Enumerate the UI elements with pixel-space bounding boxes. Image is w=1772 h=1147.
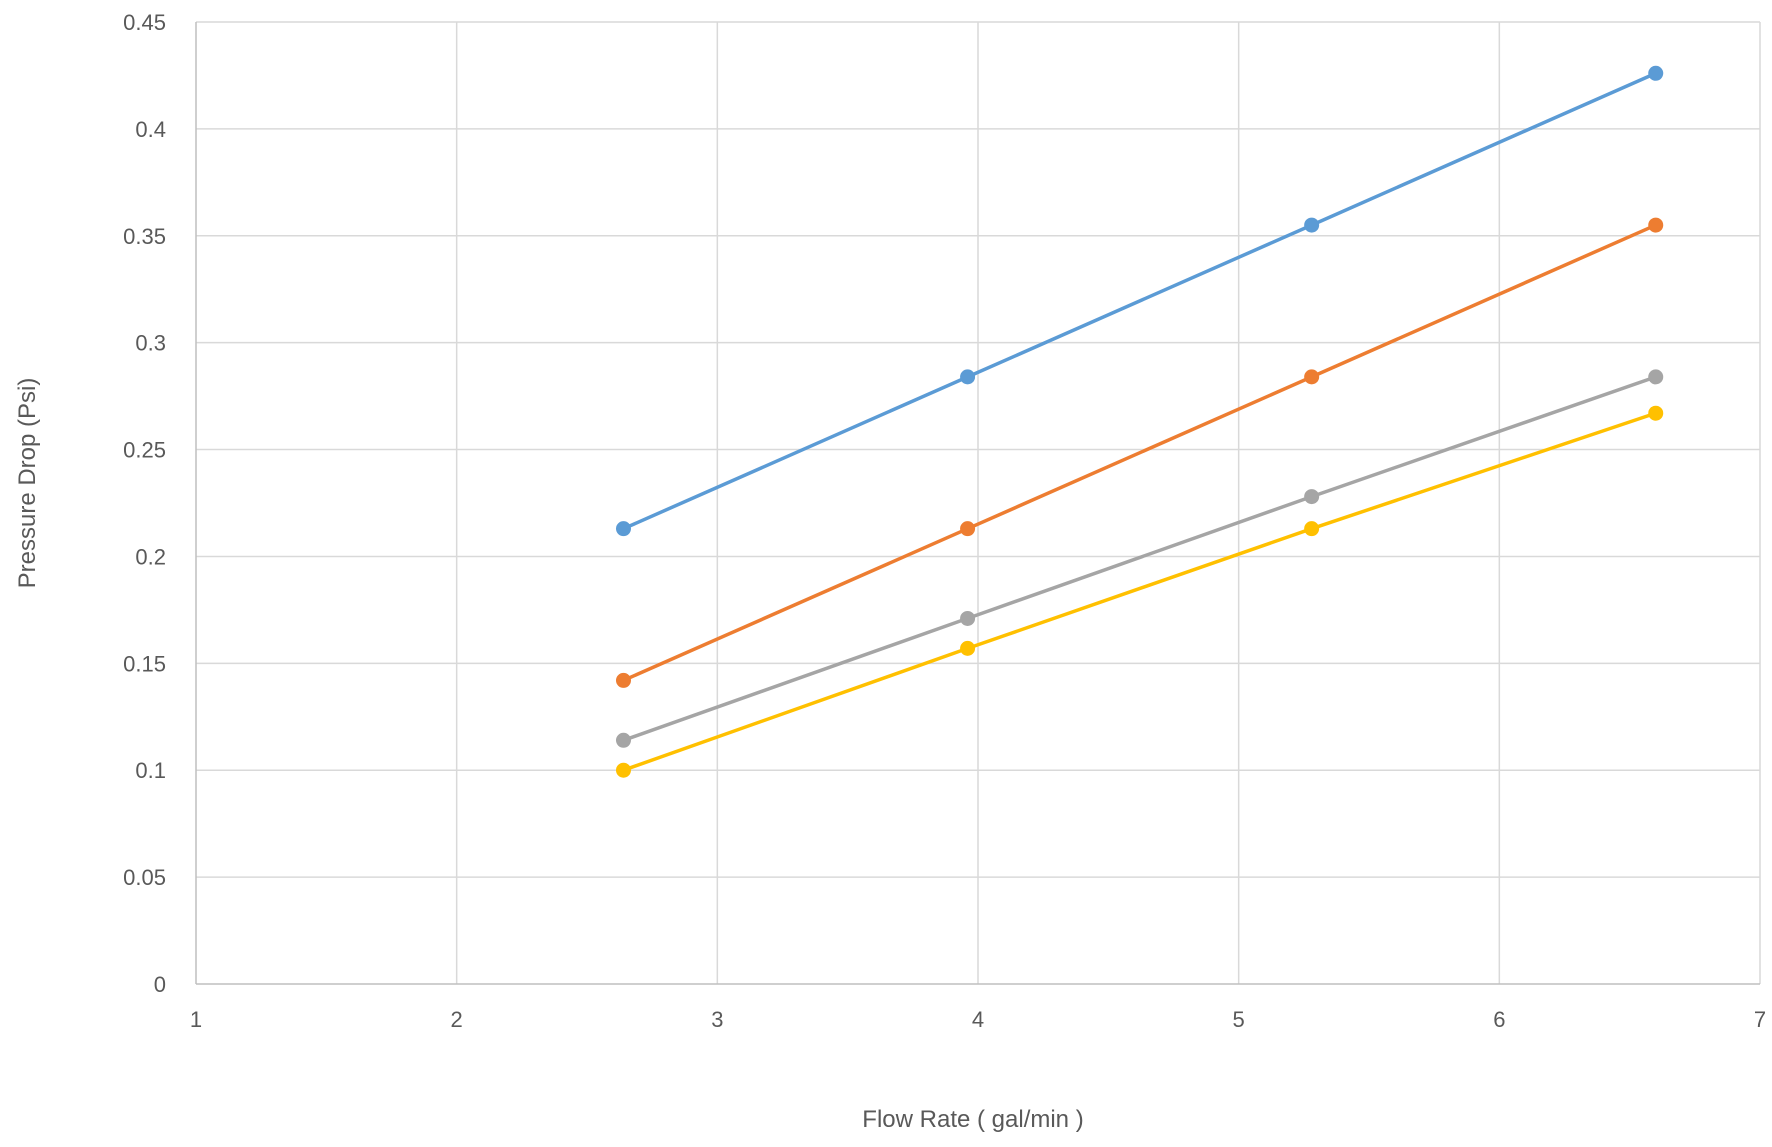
series-3 bbox=[615, 369, 1664, 748]
series-4 bbox=[615, 405, 1664, 778]
axes bbox=[195, 22, 1760, 985]
data-point[interactable] bbox=[1304, 521, 1320, 537]
gridlines bbox=[196, 21, 1761, 984]
data-point[interactable] bbox=[1648, 65, 1664, 81]
y-tick-label: 0.4 bbox=[135, 117, 166, 142]
x-tick-label: 7 bbox=[1754, 1007, 1766, 1032]
series-group bbox=[615, 65, 1664, 778]
data-point[interactable] bbox=[960, 521, 976, 537]
data-point[interactable] bbox=[960, 640, 976, 656]
data-point[interactable] bbox=[1304, 489, 1320, 505]
series-1 bbox=[615, 65, 1664, 537]
y-tick-label: 0.2 bbox=[135, 544, 166, 569]
data-point[interactable] bbox=[615, 521, 631, 537]
x-tick-label: 5 bbox=[1233, 1007, 1245, 1032]
x-tick-label: 1 bbox=[190, 1007, 202, 1032]
x-tick-label: 3 bbox=[711, 1007, 723, 1032]
y-tick-label: 0.45 bbox=[123, 10, 166, 35]
y-tick-label: 0.1 bbox=[135, 758, 166, 783]
data-point[interactable] bbox=[960, 369, 976, 385]
data-point[interactable] bbox=[1648, 217, 1664, 233]
data-point[interactable] bbox=[1648, 405, 1664, 421]
data-point[interactable] bbox=[1304, 369, 1320, 385]
data-point[interactable] bbox=[615, 762, 631, 778]
x-tick-label: 6 bbox=[1493, 1007, 1505, 1032]
series-line bbox=[621, 375, 1658, 743]
x-tick-label: 4 bbox=[972, 1007, 984, 1032]
y-tick-label: 0.25 bbox=[123, 438, 166, 463]
y-tick-label: 0.05 bbox=[123, 865, 166, 890]
y-tick-label: 0.3 bbox=[135, 331, 166, 356]
series-line bbox=[621, 411, 1658, 772]
x-axis-title: Flow Rate ( gal/min ) bbox=[862, 1106, 1083, 1133]
y-tick-label: 0 bbox=[154, 972, 166, 997]
x-tick-label: 2 bbox=[451, 1007, 463, 1032]
tick-labels: 0 0.05 0.1 0.15 0.2 0.25 0.3 0.35 0.4 0.45 1 2 3 4 5 6 7 bbox=[123, 10, 1766, 1032]
data-point[interactable] bbox=[960, 610, 976, 626]
data-point[interactable] bbox=[1304, 217, 1320, 233]
series-line bbox=[621, 223, 1658, 683]
data-point[interactable] bbox=[615, 672, 631, 688]
series-2 bbox=[615, 217, 1664, 688]
y-tick-label: 0.35 bbox=[123, 224, 166, 249]
y-axis-title: Pressure Drop (Psi) bbox=[14, 378, 41, 589]
data-point[interactable] bbox=[1648, 369, 1664, 385]
y-tick-label: 0.15 bbox=[123, 651, 166, 676]
data-point[interactable] bbox=[615, 732, 631, 748]
series-line bbox=[621, 71, 1658, 531]
